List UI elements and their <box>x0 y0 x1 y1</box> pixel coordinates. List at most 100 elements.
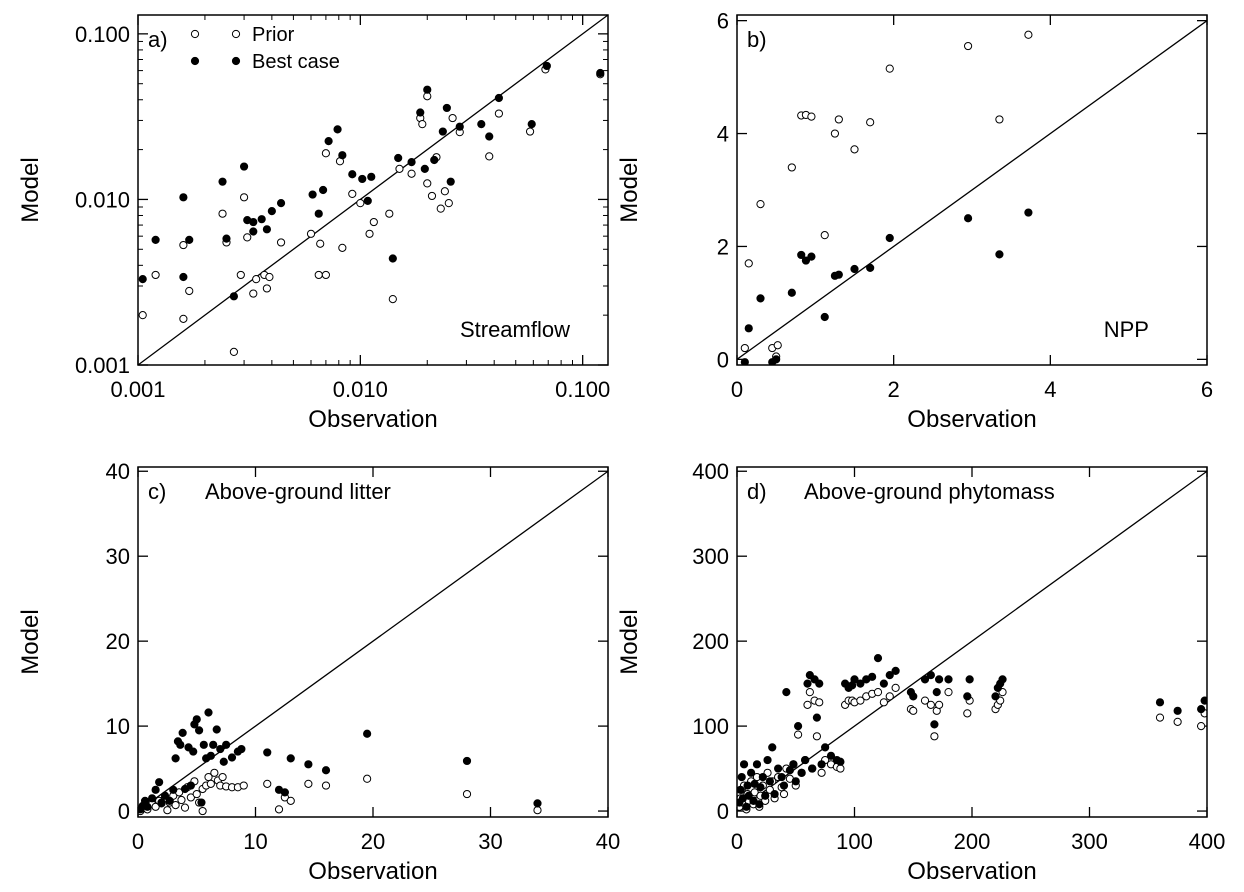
best-case-point <box>314 209 323 218</box>
best-case-point <box>143 802 152 811</box>
legend-best-case-marker <box>231 56 241 66</box>
x-tick-label: 40 <box>596 829 620 854</box>
x-tick-label: 20 <box>361 829 385 854</box>
prior-point <box>891 683 900 692</box>
prior-point <box>909 706 918 715</box>
legend-best-case-marker <box>190 56 200 66</box>
best-case-point <box>151 785 160 794</box>
y-tick-label: 0.010 <box>75 187 130 212</box>
best-case-point <box>763 755 772 765</box>
best-case-point <box>944 675 953 684</box>
best-case-point <box>267 207 276 216</box>
prior-point <box>314 270 323 280</box>
best-case-point <box>178 728 187 737</box>
prior-point <box>812 732 822 741</box>
best-case-point <box>752 760 762 769</box>
one-to-one-line <box>737 470 1207 812</box>
best-case-point <box>789 760 798 769</box>
best-case-point <box>742 802 751 811</box>
best-case-point <box>779 781 789 790</box>
prior-point <box>756 200 765 209</box>
best-case-point <box>388 254 397 263</box>
prior-point <box>198 806 207 816</box>
panel-label: a) <box>148 27 168 52</box>
legend-entry-label: Prior <box>252 24 295 46</box>
panel-4: 0 100 200 300 400 0 100 200 300 400 d) Above-ground… <box>616 459 1225 885</box>
x-tick-label: 6 <box>1201 377 1213 402</box>
best-case-point <box>774 764 783 773</box>
best-case-point <box>820 312 829 322</box>
y-tick-label: 30 <box>106 544 130 569</box>
best-case-point <box>533 799 542 808</box>
best-case-point <box>186 781 195 790</box>
best-case-point <box>596 68 605 78</box>
legend-entry-label: Best case <box>252 51 340 73</box>
best-case-point <box>1155 698 1165 707</box>
best-case-point <box>909 692 918 701</box>
panel-1: 0.001 0.010 0.100 0.001 0.010 0.100 a) Streamfl… <box>17 14 610 433</box>
best-case-point <box>257 215 266 224</box>
best-case-point <box>333 125 342 134</box>
best-case-point <box>420 164 429 173</box>
prior-point <box>321 149 330 158</box>
prior-point <box>395 164 404 173</box>
series-best-case <box>740 208 1033 365</box>
prior-point <box>525 127 535 136</box>
prior-point <box>407 169 416 178</box>
prior-point <box>462 789 472 799</box>
y-tick-label: 20 <box>106 629 130 654</box>
prior-point <box>249 289 258 298</box>
legend: Prior Best case <box>190 24 340 73</box>
best-case-point <box>148 794 157 803</box>
prior-point <box>239 193 249 202</box>
prior-point <box>304 779 313 788</box>
best-case-point <box>363 729 372 738</box>
x-tick-label: 100 <box>836 829 873 854</box>
best-case-point <box>494 93 504 103</box>
prior-point <box>369 217 378 227</box>
prior-point <box>180 803 190 812</box>
prior-point <box>963 709 972 718</box>
y-tick-label: 0.100 <box>75 22 130 47</box>
best-case-point <box>963 214 973 223</box>
best-case-point <box>756 783 765 792</box>
prior-point <box>185 286 194 296</box>
prior-point <box>210 768 219 777</box>
best-case-point <box>204 708 213 717</box>
prior-point <box>265 272 274 282</box>
best-case-point <box>755 800 764 809</box>
prior-point <box>485 152 494 161</box>
prior-point <box>879 698 888 707</box>
best-case-point <box>477 120 486 129</box>
prior-point <box>856 696 865 705</box>
best-case-point <box>262 225 272 234</box>
prior-point <box>820 231 829 240</box>
prior-point <box>1197 722 1206 731</box>
x-tick-label: 0 <box>731 377 743 402</box>
best-case-point <box>991 692 1000 701</box>
best-case-point <box>797 250 806 260</box>
prior-point <box>787 163 796 172</box>
best-case-point <box>227 753 237 762</box>
prior-point <box>1155 713 1165 722</box>
prior-point <box>348 189 357 198</box>
prior-point <box>363 774 372 783</box>
best-case-point <box>808 764 817 773</box>
prior-point <box>218 209 227 218</box>
best-case-point <box>756 294 765 303</box>
best-case-point <box>856 679 865 688</box>
panel-label: c) <box>148 479 166 504</box>
best-case-point <box>782 688 791 697</box>
best-case-point <box>321 766 331 775</box>
best-case-point <box>930 720 939 729</box>
best-case-point <box>219 757 228 766</box>
best-case-point <box>263 748 272 757</box>
best-case-point <box>423 85 432 94</box>
best-case-point <box>216 744 225 754</box>
best-case-point <box>868 672 877 681</box>
prior-point <box>873 688 883 697</box>
panel-title: Above-ground litter <box>205 479 391 504</box>
best-case-point <box>807 252 816 261</box>
best-case-point <box>995 250 1004 259</box>
